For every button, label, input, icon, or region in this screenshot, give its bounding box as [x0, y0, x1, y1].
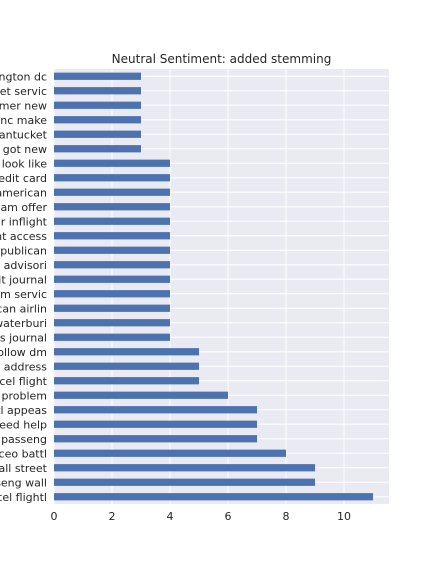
- y-tick-label: ncel flight: [0, 375, 48, 388]
- bar: [54, 101, 142, 109]
- bar: [54, 87, 142, 95]
- bar: [54, 464, 316, 472]
- y-tick-label: l advisori: [0, 259, 47, 272]
- y-tick-label: passeng: [1, 433, 47, 446]
- bar: [54, 203, 171, 211]
- x-tick-label: 8: [283, 510, 290, 523]
- y-tick-label: anc make: [0, 114, 47, 127]
- bar: [54, 435, 258, 443]
- bar: [54, 159, 171, 167]
- y-tick-label: epublican: [0, 244, 47, 257]
- y-tick-label: can airlin: [0, 302, 47, 315]
- x-tick-label: 2: [109, 510, 116, 523]
- bar: [54, 246, 171, 254]
- y-tick-label: redit card: [0, 172, 47, 185]
- y-tick-label: waterburi: [0, 317, 47, 330]
- y-tick-label: nantucket: [0, 128, 48, 141]
- y-tick-label: tl appeas: [0, 404, 47, 417]
- y-tick-label: eam offer: [0, 201, 47, 214]
- x-tick-label: 6: [225, 510, 232, 523]
- y-tick-label: mer new: [0, 99, 47, 112]
- chart-title: Neutral Sentiment: added stemming: [112, 52, 332, 66]
- bar: [54, 493, 374, 501]
- bar: [54, 348, 200, 356]
- y-tick-label: got new: [3, 143, 47, 156]
- y-tick-label: nt access: [0, 230, 47, 243]
- bar: [54, 290, 171, 298]
- bar: [54, 217, 171, 225]
- bars: [54, 72, 374, 501]
- bar: [54, 478, 316, 486]
- bar: [54, 319, 171, 327]
- y-tick-label: problem: [1, 389, 47, 402]
- bar: [54, 232, 171, 240]
- x-tick-label: 10: [337, 510, 351, 523]
- bar: [54, 116, 142, 124]
- y-tick-label: ngton dc: [0, 70, 47, 83]
- bar: [54, 391, 229, 399]
- y-tick-label: american: [0, 186, 47, 199]
- y-tick-label: ncel flightl: [0, 491, 47, 504]
- bar: [54, 145, 142, 153]
- y-tick-label: ss journal: [0, 331, 47, 344]
- bar: [54, 406, 258, 414]
- bar: [54, 449, 287, 457]
- bar: [54, 304, 171, 312]
- y-tick-label: er inflight: [0, 215, 48, 228]
- y-tick-label: ollow dm: [0, 346, 47, 359]
- bar: [54, 420, 258, 428]
- bar: [54, 130, 142, 138]
- bar: [54, 174, 171, 182]
- bar: [54, 362, 200, 370]
- y-tick-label: seng wall: [0, 476, 47, 489]
- bar: [54, 261, 171, 269]
- y-tick-label: address: [4, 360, 47, 373]
- plot-background: [54, 69, 389, 504]
- x-tick-label: 4: [167, 510, 174, 523]
- y-tick-label: ceo battl: [0, 447, 47, 460]
- y-tick-label: ket servic: [0, 85, 47, 98]
- y-tick-label: all street: [0, 462, 48, 475]
- bar: [54, 333, 171, 341]
- bar: [54, 377, 200, 385]
- y-tick-label: eed help: [0, 418, 47, 431]
- x-tick-labels: 0 2 4 6 8 10: [51, 510, 352, 523]
- bar: [54, 275, 171, 283]
- bar: [54, 188, 171, 196]
- x-tick-label: 0: [51, 510, 58, 523]
- y-tick-label: look like: [2, 157, 47, 170]
- y-tick-label: om servic: [0, 288, 47, 301]
- y-tick-label: git journal: [0, 273, 47, 286]
- bar: [54, 72, 142, 80]
